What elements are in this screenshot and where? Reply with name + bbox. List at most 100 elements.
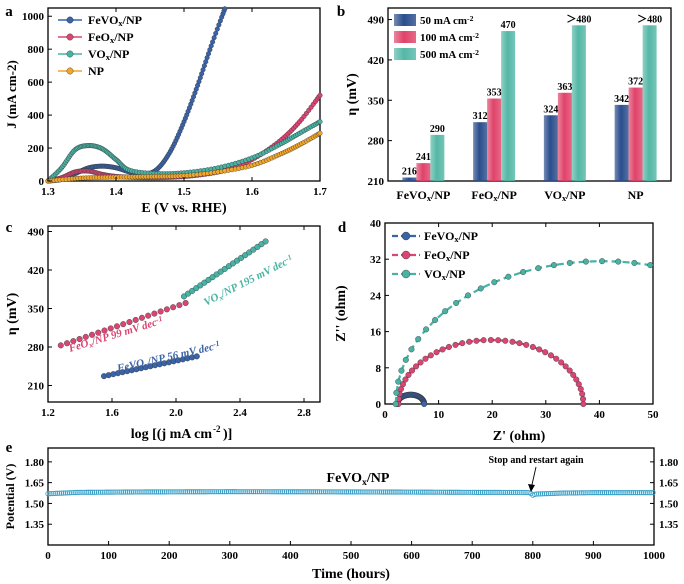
data-point [185, 489, 191, 495]
y-tick-label: 1.35 [659, 519, 679, 531]
data-point [607, 490, 613, 496]
data-point [157, 489, 164, 495]
x-tick-label: 30 [540, 409, 552, 421]
data-point [311, 489, 317, 495]
data-point [250, 246, 257, 253]
data-point [157, 308, 164, 315]
data-point [151, 310, 158, 317]
data-point [115, 489, 121, 495]
data-point [229, 489, 235, 495]
data-point [405, 371, 412, 378]
data-point [105, 489, 111, 495]
data-point [82, 489, 88, 495]
data-point [409, 489, 416, 495]
bar-bar100 [487, 98, 502, 181]
data-point [235, 489, 241, 495]
data-point [489, 489, 495, 495]
data-point [427, 489, 433, 495]
data-point [167, 489, 173, 495]
data-point [570, 490, 577, 496]
data-point [579, 390, 586, 397]
data-point [577, 386, 584, 393]
category-label: VOx/NP [544, 188, 585, 203]
data-point [317, 119, 323, 125]
data-point [547, 490, 553, 497]
data-point [243, 489, 249, 495]
data-point [134, 489, 140, 495]
y-tick-label: 280 [28, 342, 45, 354]
legend-label: FeVOx/NP [88, 13, 142, 28]
data-point [508, 489, 515, 496]
data-point [344, 489, 350, 495]
data-point [210, 489, 216, 495]
data-point [609, 490, 615, 496]
data-point [197, 282, 204, 289]
data-point [176, 302, 183, 309]
x-tick-label: 1.3 [41, 186, 55, 198]
data-point [396, 489, 402, 495]
data-point [650, 490, 656, 496]
data-point [454, 489, 460, 495]
slope-label: FeOx/NP 99 mV dec-1 [66, 314, 165, 356]
data-point [495, 337, 502, 344]
data-point [536, 346, 543, 353]
annotation-arrowhead [528, 484, 535, 492]
data-point [576, 490, 582, 496]
panel-c-frame [47, 225, 321, 403]
data-point [477, 489, 484, 495]
data-point [74, 489, 80, 495]
data-point [258, 241, 265, 248]
data-point [47, 491, 53, 497]
data-point [458, 489, 464, 495]
data-point [421, 401, 428, 408]
data-point [393, 389, 400, 396]
data-point [252, 489, 259, 495]
data-point [107, 489, 113, 495]
data-point [631, 259, 638, 266]
legend-marker [401, 269, 411, 279]
data-point [175, 489, 181, 495]
x-tick-label: 1000 [643, 550, 666, 562]
data-point [117, 489, 123, 495]
legend-marker [401, 250, 411, 260]
data-point [433, 489, 439, 495]
data-point [57, 342, 64, 349]
y-tick-label: 40 [370, 218, 382, 230]
data-point [217, 489, 224, 495]
data-point [452, 341, 459, 348]
data-point [256, 489, 262, 495]
data-point [99, 489, 105, 495]
bar-bar50 [543, 115, 558, 181]
data-point [588, 490, 594, 496]
y-tick-label: 350 [28, 304, 45, 316]
bar-value-label: 216 [402, 167, 417, 178]
y-tick-label: 420 [368, 55, 385, 67]
data-point [221, 489, 228, 495]
data-point [219, 489, 226, 495]
fit-curve-feOx [397, 338, 585, 405]
data-point [563, 490, 569, 496]
data-point [613, 490, 619, 496]
data-point [51, 490, 57, 497]
data-point [103, 489, 109, 495]
data-point [229, 260, 236, 267]
data-point [264, 489, 270, 495]
data-point [188, 489, 195, 495]
data-point [213, 30, 219, 36]
data-point [180, 293, 187, 300]
data-point [242, 252, 249, 259]
data-point [173, 489, 179, 495]
data-point [126, 489, 133, 495]
data-point [262, 238, 269, 245]
bar-bar500 [430, 134, 445, 181]
data-point [213, 271, 220, 278]
data-point [206, 489, 212, 495]
data-point [603, 490, 610, 496]
data-point [211, 35, 217, 41]
data-point [375, 489, 381, 495]
data-point [216, 489, 222, 495]
y-tick-label: 1.50 [659, 498, 679, 510]
data-point [233, 489, 239, 495]
data-point [541, 491, 548, 497]
data-point [415, 489, 421, 495]
